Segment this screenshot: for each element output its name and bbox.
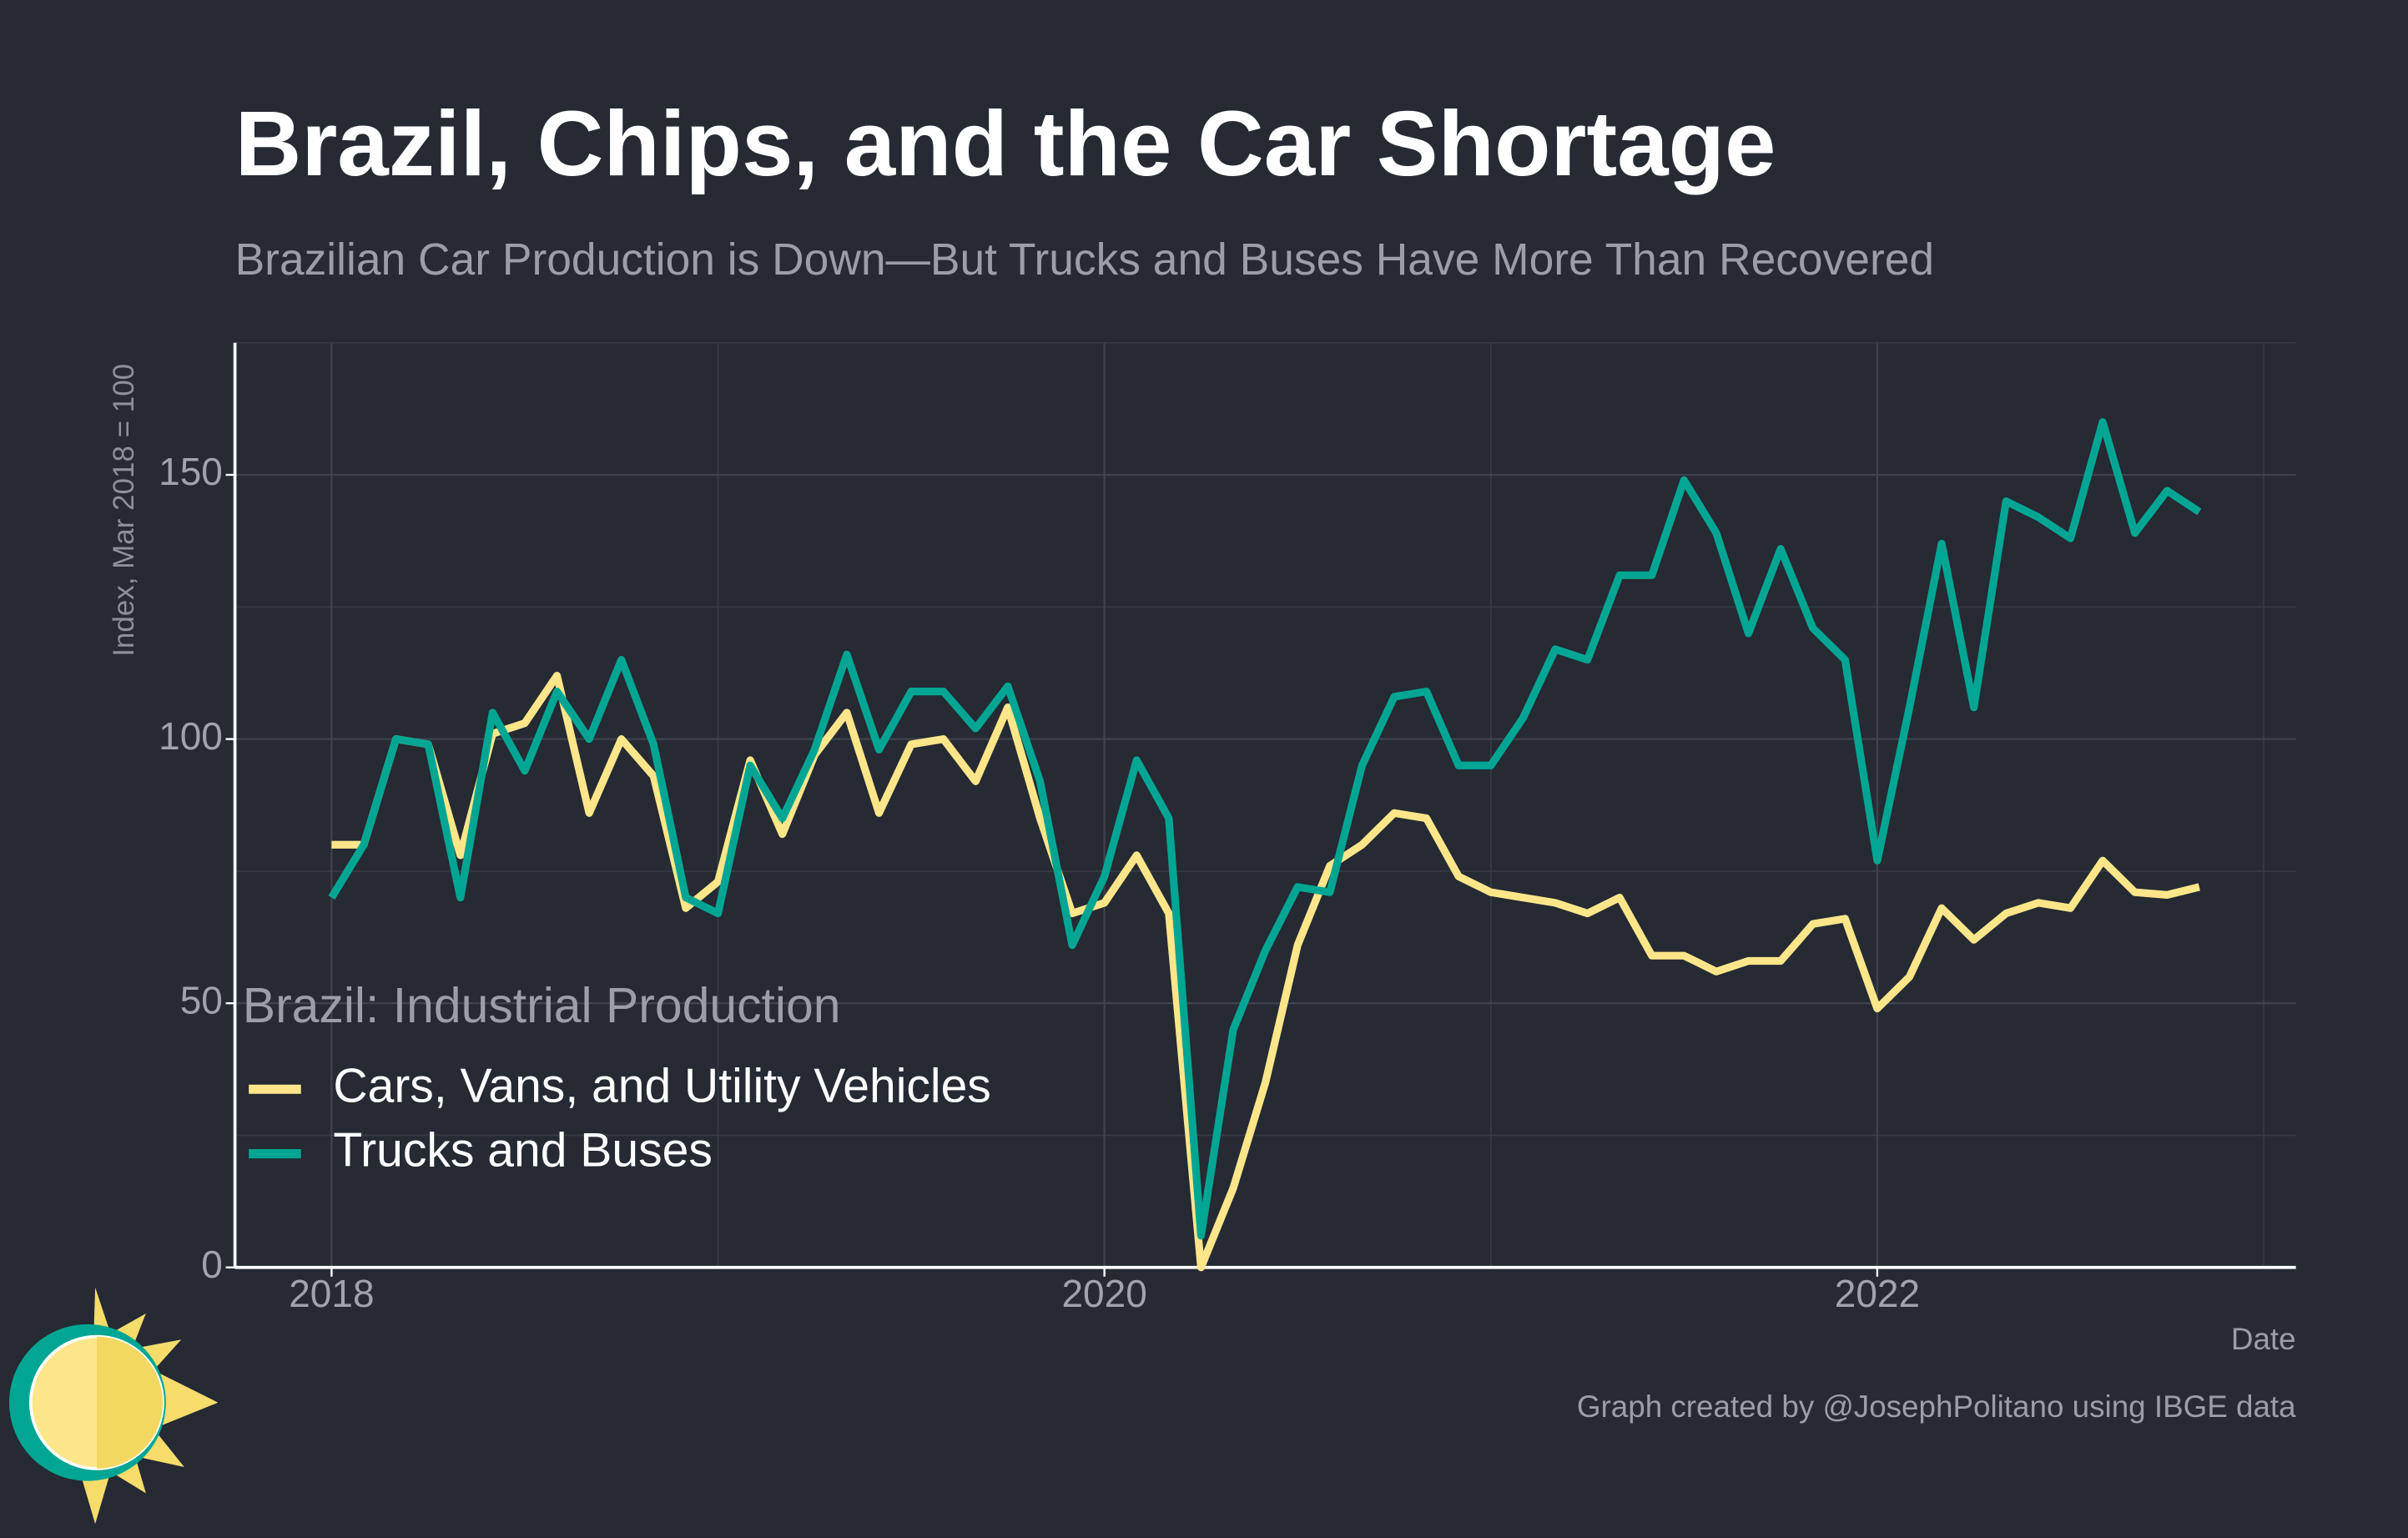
x-tick-label: 2020 bbox=[1061, 1272, 1146, 1315]
logo-shade bbox=[96, 1336, 164, 1469]
legend-label: Cars, Vans, and Utility Vehicles bbox=[333, 1059, 990, 1112]
chart-subtitle: Brazilian Car Production is Down—But Tru… bbox=[235, 235, 1935, 285]
chart-title: Brazil, Chips, and the Car Shortage bbox=[235, 93, 1776, 195]
y-tick-label: 0 bbox=[201, 1243, 223, 1286]
credit: Graph created by @JosephPolitano using I… bbox=[1577, 1389, 2296, 1424]
logo bbox=[9, 1287, 219, 1525]
y-axis-label: Index, Mar 2018 = 100 bbox=[108, 364, 140, 657]
x-tick-label: 2018 bbox=[289, 1272, 374, 1315]
x-tick-label: 2022 bbox=[1835, 1272, 1920, 1315]
x-axis-label: Date bbox=[2231, 1322, 2296, 1356]
legend-title: Brazil: Industrial Production bbox=[243, 979, 841, 1033]
y-tick-label: 100 bbox=[159, 714, 223, 758]
series-line bbox=[328, 418, 2202, 1240]
y-tick-label: 50 bbox=[180, 978, 223, 1021]
series-line bbox=[331, 672, 2200, 1272]
y-tick-label: 150 bbox=[159, 450, 223, 493]
legend-label: Trucks and Buses bbox=[333, 1124, 712, 1177]
plot: 0 50 100 150 2018 2020 2022 Brazil: Industrial … bbox=[159, 341, 2296, 1315]
